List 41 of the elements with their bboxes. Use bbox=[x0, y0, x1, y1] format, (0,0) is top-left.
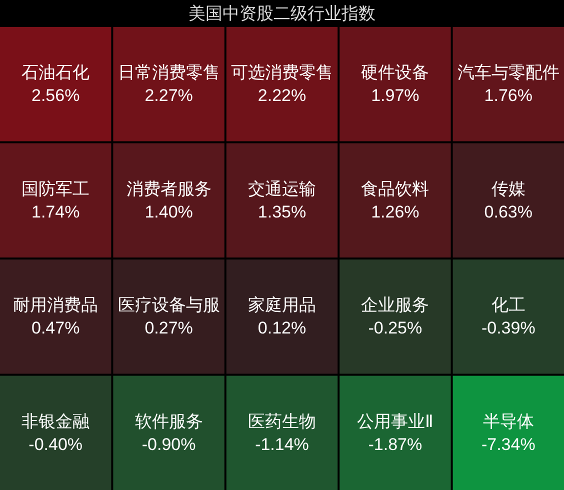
category-label: 公用事业Ⅱ bbox=[357, 412, 434, 431]
category-label: 医药生物 bbox=[248, 412, 316, 431]
data-label: 0.47% bbox=[32, 318, 80, 338]
data-label: 0.63% bbox=[484, 202, 532, 222]
category-label: 汽车与零配件 bbox=[457, 63, 560, 82]
category-label: 医疗设备与服 bbox=[118, 296, 220, 315]
data-label: -7.34% bbox=[481, 434, 536, 454]
category-label: 企业服务 bbox=[361, 296, 430, 315]
category-label: 交通运输 bbox=[248, 179, 316, 198]
data-label: 1.97% bbox=[371, 86, 420, 106]
data-label: 2.22% bbox=[258, 86, 306, 106]
category-label: 非银金融 bbox=[22, 412, 90, 431]
category-label: 国防军工 bbox=[22, 179, 90, 198]
data-label: -1.87% bbox=[368, 434, 422, 454]
category-label: 软件服务 bbox=[134, 412, 203, 431]
category-label: 石油石化 bbox=[22, 63, 90, 82]
category-label: 家庭用品 bbox=[248, 296, 316, 315]
data-label: 1.76% bbox=[484, 86, 532, 106]
data-label: -1.14% bbox=[255, 434, 309, 454]
category-label: 半导体 bbox=[482, 412, 534, 431]
text: 美国中资股二级行业指数 bbox=[188, 4, 376, 23]
category-label: 可选消费零售 bbox=[231, 63, 333, 82]
category-label: 日常消费零售 bbox=[118, 63, 220, 82]
data-label: 2.27% bbox=[144, 86, 193, 106]
data-label: -0.39% bbox=[481, 318, 536, 338]
data-label: 0.12% bbox=[258, 318, 306, 338]
category-label: 硬件设备 bbox=[361, 63, 430, 82]
data-label: 1.40% bbox=[144, 202, 193, 222]
data-label: -0.40% bbox=[28, 434, 83, 454]
data-label: 1.26% bbox=[371, 202, 420, 222]
data-label: 0.27% bbox=[144, 318, 193, 338]
category-label: 传媒 bbox=[491, 179, 526, 198]
data-label: -0.90% bbox=[142, 434, 196, 454]
data-label: 1.74% bbox=[32, 202, 80, 222]
data-label: 1.35% bbox=[258, 202, 306, 222]
data-label: 2.56% bbox=[32, 86, 80, 106]
category-label: 耐用消费品 bbox=[13, 296, 98, 315]
category-label: 食品饮料 bbox=[361, 179, 430, 198]
category-label: 消费者服务 bbox=[126, 179, 212, 198]
data-label: -0.25% bbox=[368, 318, 422, 338]
category-label: 化工 bbox=[491, 296, 526, 315]
